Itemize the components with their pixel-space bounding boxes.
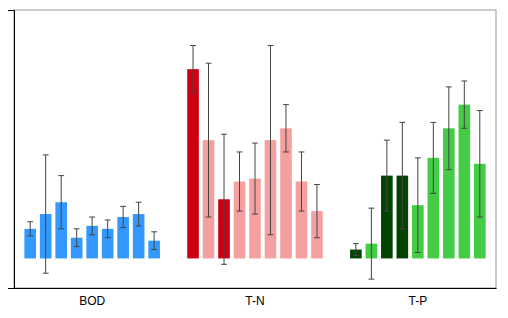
y-axis: [8, 11, 15, 289]
x-tick: T-P: [409, 294, 428, 308]
error-bar: [353, 244, 359, 256]
error-bar: [221, 134, 227, 264]
error-bar: [268, 45, 274, 234]
error-bar: [252, 143, 258, 214]
error-bar: [477, 111, 483, 217]
x-tick: BOD: [79, 294, 105, 308]
error-bar: [430, 122, 436, 193]
error-bar: [58, 176, 64, 229]
error-bar: [74, 229, 80, 247]
chart: BOD T-N T-P: [0, 0, 508, 318]
error-bar: [415, 158, 421, 253]
error-bar: [399, 122, 405, 228]
bar-group: [24, 155, 160, 273]
group-label: T-P: [409, 294, 428, 308]
error-bar: [120, 206, 126, 227]
group-label: T-N: [245, 294, 264, 308]
error-bar: [151, 232, 157, 250]
error-bar: [299, 152, 305, 211]
x-tick: T-N: [245, 294, 264, 308]
y-axis-line: [8, 11, 15, 289]
error-bar: [461, 81, 467, 128]
error-bar: [314, 184, 320, 237]
error-bar: [89, 217, 95, 235]
x-axis-line: [15, 288, 497, 289]
error-bar: [43, 155, 49, 273]
error-bar: [446, 87, 452, 170]
group-label: BOD: [79, 294, 105, 308]
bar-group: [187, 45, 323, 264]
bar: [187, 69, 199, 258]
error-bar: [136, 202, 142, 226]
error-bar: [283, 105, 289, 152]
error-bar: [27, 222, 33, 236]
marks: [24, 45, 485, 279]
bar-group: [350, 81, 486, 279]
error-bar: [384, 140, 390, 211]
error-bar: [206, 63, 212, 217]
error-bar: [105, 220, 111, 238]
plot: BOD T-N T-P: [8, 10, 497, 308]
error-bar: [237, 152, 243, 211]
error-bar: [368, 208, 374, 279]
x-axis: BOD T-N T-P: [15, 289, 497, 308]
plot-frame: [14, 10, 496, 288]
error-bar: [190, 45, 196, 92]
